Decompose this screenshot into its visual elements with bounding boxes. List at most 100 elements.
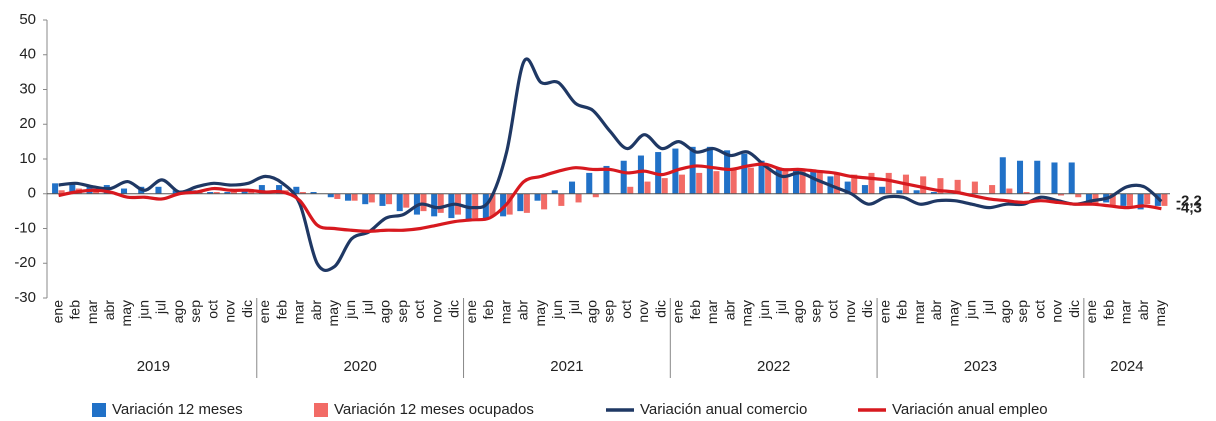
- year-label: 2021: [550, 358, 583, 375]
- x-tick-label: dic: [1066, 300, 1082, 318]
- x-tick-label: abr: [1135, 300, 1151, 321]
- bar: [1068, 162, 1075, 194]
- bar: [661, 178, 668, 194]
- bar: [689, 146, 696, 194]
- x-tick-label: nov: [842, 300, 858, 323]
- x-tick-label: mar: [497, 300, 513, 324]
- bar: [913, 190, 920, 194]
- bar: [293, 186, 300, 194]
- x-tick-label: nov: [428, 300, 444, 323]
- x-tick-label: oct: [411, 300, 427, 319]
- x-tick-label: sep: [394, 300, 410, 323]
- x-tick-label: jul: [359, 300, 375, 315]
- bar: [885, 172, 892, 194]
- bar: [1006, 188, 1013, 194]
- bar: [523, 193, 530, 213]
- bar: [224, 192, 231, 194]
- x-tick-label: feb: [67, 300, 83, 320]
- legend-label: Variación anual empleo: [892, 401, 1048, 418]
- bar: [431, 193, 438, 217]
- legend-swatch: [92, 403, 106, 417]
- x-tick-label: nov: [1049, 300, 1065, 323]
- legend-swatch: [314, 403, 328, 417]
- y-tick-label: 10: [19, 150, 36, 167]
- x-tick-label: sep: [187, 300, 203, 323]
- bar: [1085, 193, 1092, 205]
- bar: [834, 172, 841, 194]
- bar: [637, 155, 644, 194]
- bar: [586, 172, 593, 194]
- bar: [258, 185, 265, 194]
- end-label: -4,3: [1176, 200, 1202, 217]
- bar: [506, 193, 513, 215]
- bar: [437, 193, 444, 213]
- x-tick-label: ene: [256, 300, 272, 324]
- bar: [678, 174, 685, 194]
- bar: [568, 181, 576, 194]
- bar: [379, 193, 386, 206]
- bar: [1144, 193, 1151, 205]
- x-tick-label: ago: [997, 300, 1013, 324]
- bar: [327, 193, 334, 198]
- bar: [937, 178, 944, 194]
- bar: [551, 190, 558, 194]
- bar: [344, 193, 352, 201]
- x-tick-label: nov: [222, 300, 238, 323]
- bar: [851, 174, 858, 194]
- x-tick-label: feb: [1100, 300, 1116, 320]
- bar: [575, 193, 582, 203]
- bar: [1126, 193, 1133, 206]
- x-tick-label: dic: [652, 300, 668, 318]
- y-tick-label: 40: [19, 46, 36, 63]
- bar: [58, 190, 65, 194]
- x-tick-label: may: [945, 300, 961, 326]
- bar: [207, 192, 214, 194]
- x-tick-label: abr: [515, 300, 531, 321]
- x-tick-label: feb: [273, 300, 289, 320]
- bar: [603, 165, 610, 194]
- bar: [747, 167, 754, 194]
- x-tick-label: may: [325, 300, 341, 326]
- bar: [1051, 162, 1058, 194]
- year-label: 2019: [137, 358, 170, 375]
- bar: [879, 186, 886, 194]
- x-tick-label: mar: [291, 300, 307, 324]
- bar: [230, 192, 237, 194]
- bar: [1109, 193, 1116, 206]
- x-tick-label: oct: [825, 300, 841, 319]
- x-tick-label: dic: [859, 300, 875, 318]
- end-label: -2,2: [1176, 192, 1202, 209]
- x-tick-label: jun: [549, 300, 565, 320]
- bar: [920, 176, 927, 194]
- bar: [765, 167, 772, 194]
- bar: [971, 181, 978, 194]
- bar: [500, 193, 507, 217]
- x-tick-label: mar: [1118, 300, 1134, 324]
- year-label: 2024: [1110, 358, 1143, 375]
- x-tick-label: abr: [721, 300, 737, 321]
- bar: [713, 171, 720, 194]
- bar: [1016, 160, 1024, 194]
- bar: [782, 169, 789, 194]
- bar: [758, 160, 765, 194]
- x-tick-label: may: [1152, 300, 1168, 326]
- bar: [213, 192, 220, 194]
- y-tick-label: 20: [19, 115, 36, 132]
- x-tick-label: sep: [601, 300, 617, 323]
- bar: [1137, 193, 1144, 210]
- x-tick-label: abr: [928, 300, 944, 321]
- bar: [362, 193, 369, 205]
- bar: [558, 193, 565, 206]
- x-tick-label: ene: [463, 300, 479, 324]
- y-tick-label: 0: [28, 185, 36, 202]
- x-tick-label: dic: [239, 300, 255, 318]
- x-tick-label: jul: [980, 300, 996, 315]
- bar: [396, 193, 403, 212]
- x-tick-label: ago: [377, 300, 393, 324]
- bar: [310, 192, 317, 194]
- bar: [999, 157, 1006, 194]
- x-tick-label: feb: [687, 300, 703, 320]
- bar: [351, 193, 358, 201]
- x-tick-label: oct: [618, 300, 634, 319]
